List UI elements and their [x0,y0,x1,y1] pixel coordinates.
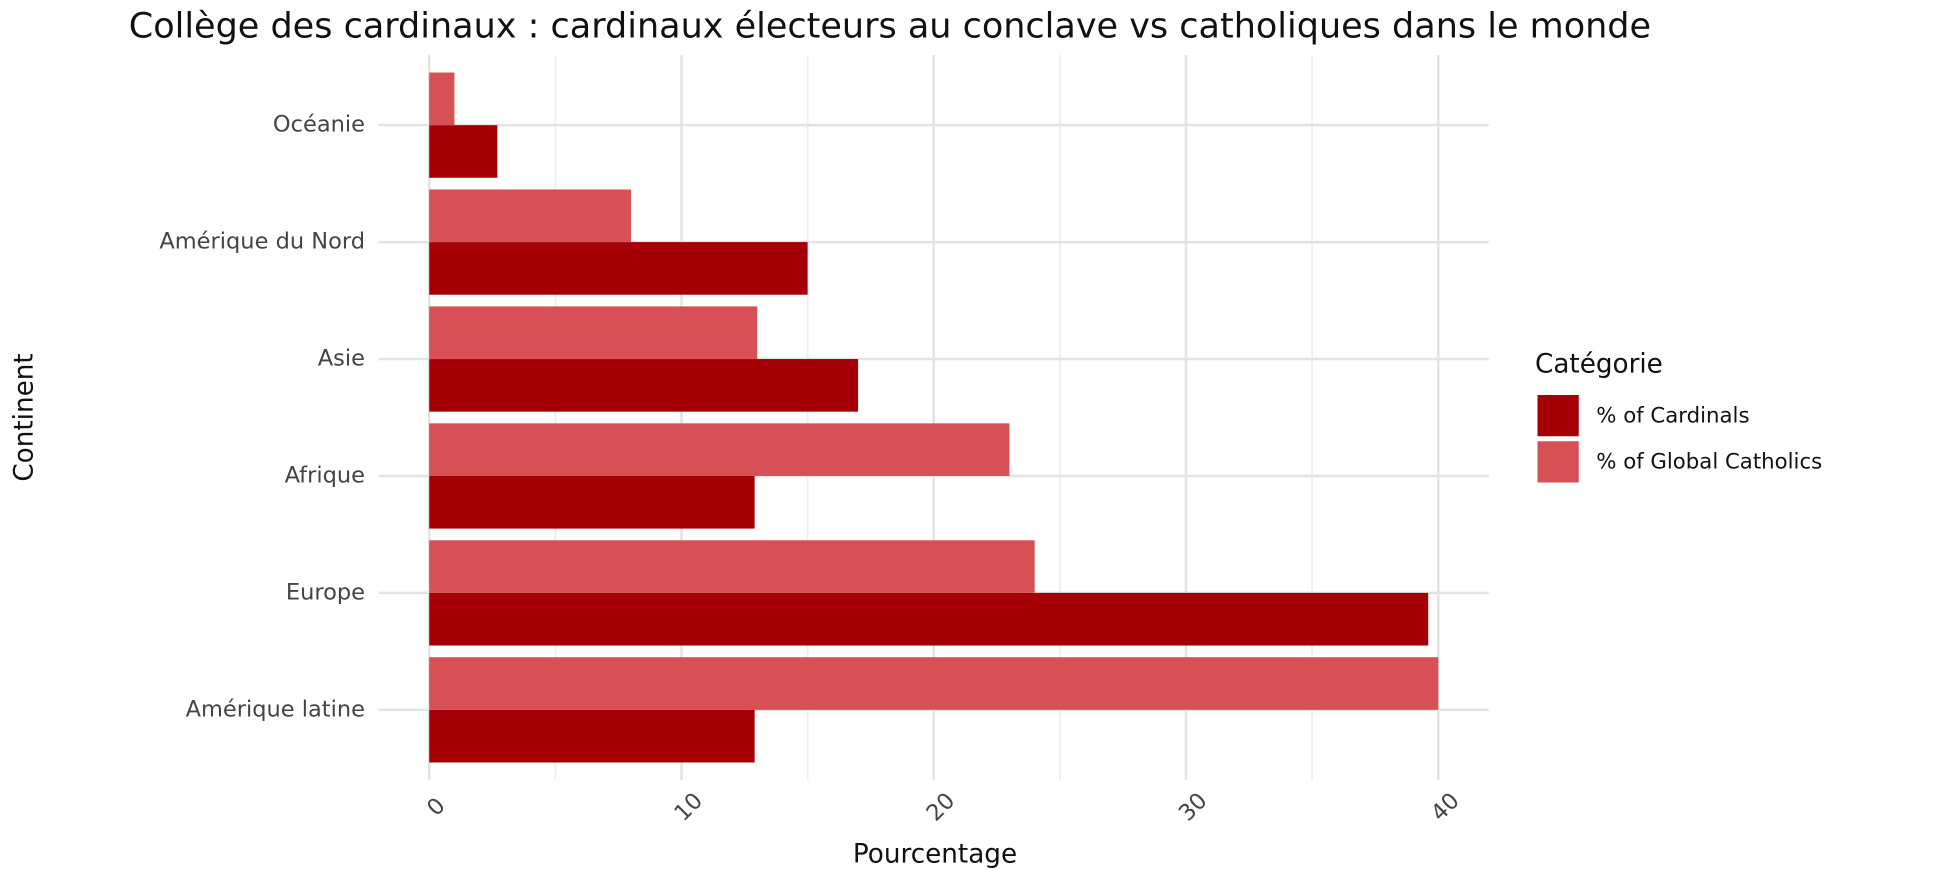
bar [429,125,498,178]
x-axis-title: Pourcentage [853,840,1017,870]
y-tick-label: Océanie [273,112,365,138]
bar [429,540,1035,593]
y-tick-label: Afrique [285,462,365,488]
bar [429,423,1010,476]
bar [429,189,632,243]
y-axis-title: Continent [10,353,40,481]
legend-key [1537,441,1579,483]
y-tick-label: Amérique du Nord [159,229,365,255]
bar [429,306,758,360]
bar [429,242,808,295]
y-tick-label: Amérique latine [186,696,365,722]
bar [429,475,755,529]
bar [429,72,455,126]
bar [429,657,1439,710]
bar [429,359,859,412]
legend-label: % of Global Catholics [1596,450,1822,475]
y-tick-label: Asie [318,346,365,372]
y-tick-label: Europe [286,579,365,605]
legend-key [1537,395,1579,437]
x-tick-label: 40 [1426,788,1465,827]
x-tick-label: 30 [1174,788,1213,827]
legend-label: % of Cardinals [1596,403,1749,428]
legend-title: Catégorie [1535,350,1663,380]
bar [429,709,755,763]
x-tick-label: 10 [669,788,708,827]
x-tick-label: 0 [422,793,451,822]
x-tick-label: 20 [922,788,961,827]
bar [429,592,1429,646]
chart-title: Collège des cardinaux : cardinaux électe… [129,7,1651,47]
